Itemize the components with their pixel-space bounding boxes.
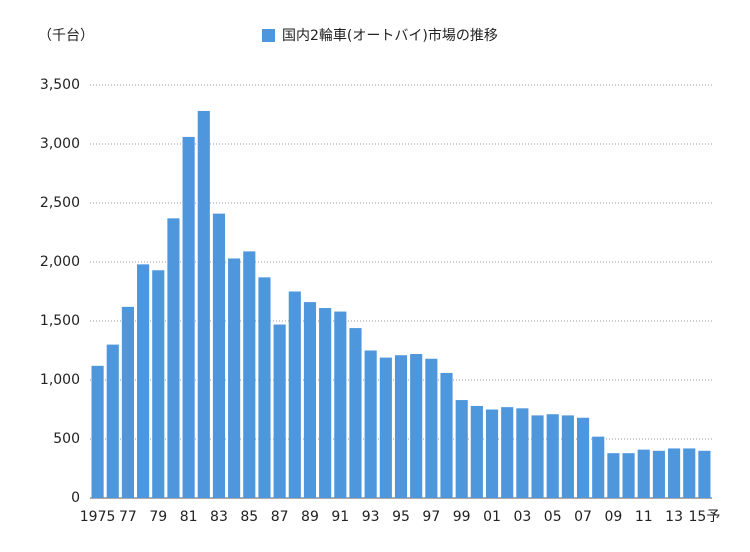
- x-tick-label: 13: [665, 509, 683, 525]
- bar: [91, 365, 104, 498]
- bar: [273, 324, 286, 498]
- bar: [698, 450, 711, 498]
- y-tick-label: 1,000: [40, 372, 80, 388]
- bar: [167, 218, 180, 498]
- bar: [637, 449, 650, 498]
- bar: [349, 328, 362, 498]
- x-tick-label: 97: [422, 509, 440, 525]
- y-tick-label: 3,500: [40, 77, 80, 93]
- x-tick-label: 01: [483, 509, 501, 525]
- y-tick-label: 1,500: [40, 313, 80, 329]
- x-tick-label: 87: [271, 509, 289, 525]
- bar: [592, 436, 605, 498]
- y-tick-label: 3,000: [40, 136, 80, 152]
- bar: [288, 291, 301, 498]
- x-tick-label: 77: [119, 509, 137, 525]
- x-tick-label: 93: [362, 509, 380, 525]
- bar: [683, 448, 696, 498]
- y-axis-unit: （千台）: [38, 28, 94, 44]
- bar: [410, 354, 423, 498]
- bar: [228, 258, 241, 498]
- x-tick-label: 81: [180, 509, 198, 525]
- bar: [531, 415, 544, 498]
- x-tick-label: 05: [544, 509, 562, 525]
- x-tick-label: 07: [574, 509, 592, 525]
- x-tick-label: 95: [392, 509, 410, 525]
- x-tick-label: 09: [604, 509, 622, 525]
- bar: [561, 415, 574, 498]
- bar: [622, 453, 635, 498]
- bar: [197, 110, 210, 499]
- x-tick-label: 11: [635, 509, 653, 525]
- bar: [379, 357, 392, 498]
- bar: [182, 136, 195, 499]
- x-tick-label: 83: [210, 509, 228, 525]
- bar: [137, 264, 150, 498]
- y-tick-label: 0: [71, 490, 80, 506]
- bar: [607, 453, 620, 498]
- bar: [668, 448, 681, 498]
- y-tick-label: 2,000: [40, 254, 80, 270]
- bar: [425, 358, 438, 498]
- bar: [212, 213, 226, 498]
- bar: [334, 311, 347, 498]
- bar: [516, 408, 529, 498]
- legend-label: 国内2輪車(オートバイ)市場の推移: [282, 27, 498, 44]
- bar: [303, 302, 317, 498]
- y-tick-label: 2,500: [40, 195, 80, 211]
- bar: [364, 350, 377, 498]
- x-tick-label: 1975: [80, 509, 116, 525]
- x-tick-label: 15予: [689, 509, 721, 525]
- bar: [455, 400, 468, 498]
- x-tick-label: 91: [331, 509, 349, 525]
- bar: [485, 409, 499, 498]
- bar: [440, 372, 453, 498]
- bar: [243, 251, 256, 498]
- bar: [152, 270, 165, 498]
- x-tick-label: 99: [453, 509, 471, 525]
- x-tick-label: 89: [301, 509, 319, 525]
- bar: [394, 355, 408, 498]
- bar: [501, 407, 514, 498]
- bar: [470, 405, 483, 498]
- bar: [546, 414, 559, 498]
- legend-swatch: [262, 29, 275, 42]
- bar: [652, 450, 665, 498]
- bar: [121, 306, 134, 498]
- bar: [106, 344, 119, 498]
- x-tick-label: 85: [240, 509, 258, 525]
- y-tick-label: 500: [53, 431, 80, 447]
- bar: [258, 277, 271, 498]
- x-tick-label: 03: [513, 509, 531, 525]
- bar: [576, 417, 590, 498]
- bar: [319, 308, 332, 498]
- x-tick-label: 79: [149, 509, 167, 525]
